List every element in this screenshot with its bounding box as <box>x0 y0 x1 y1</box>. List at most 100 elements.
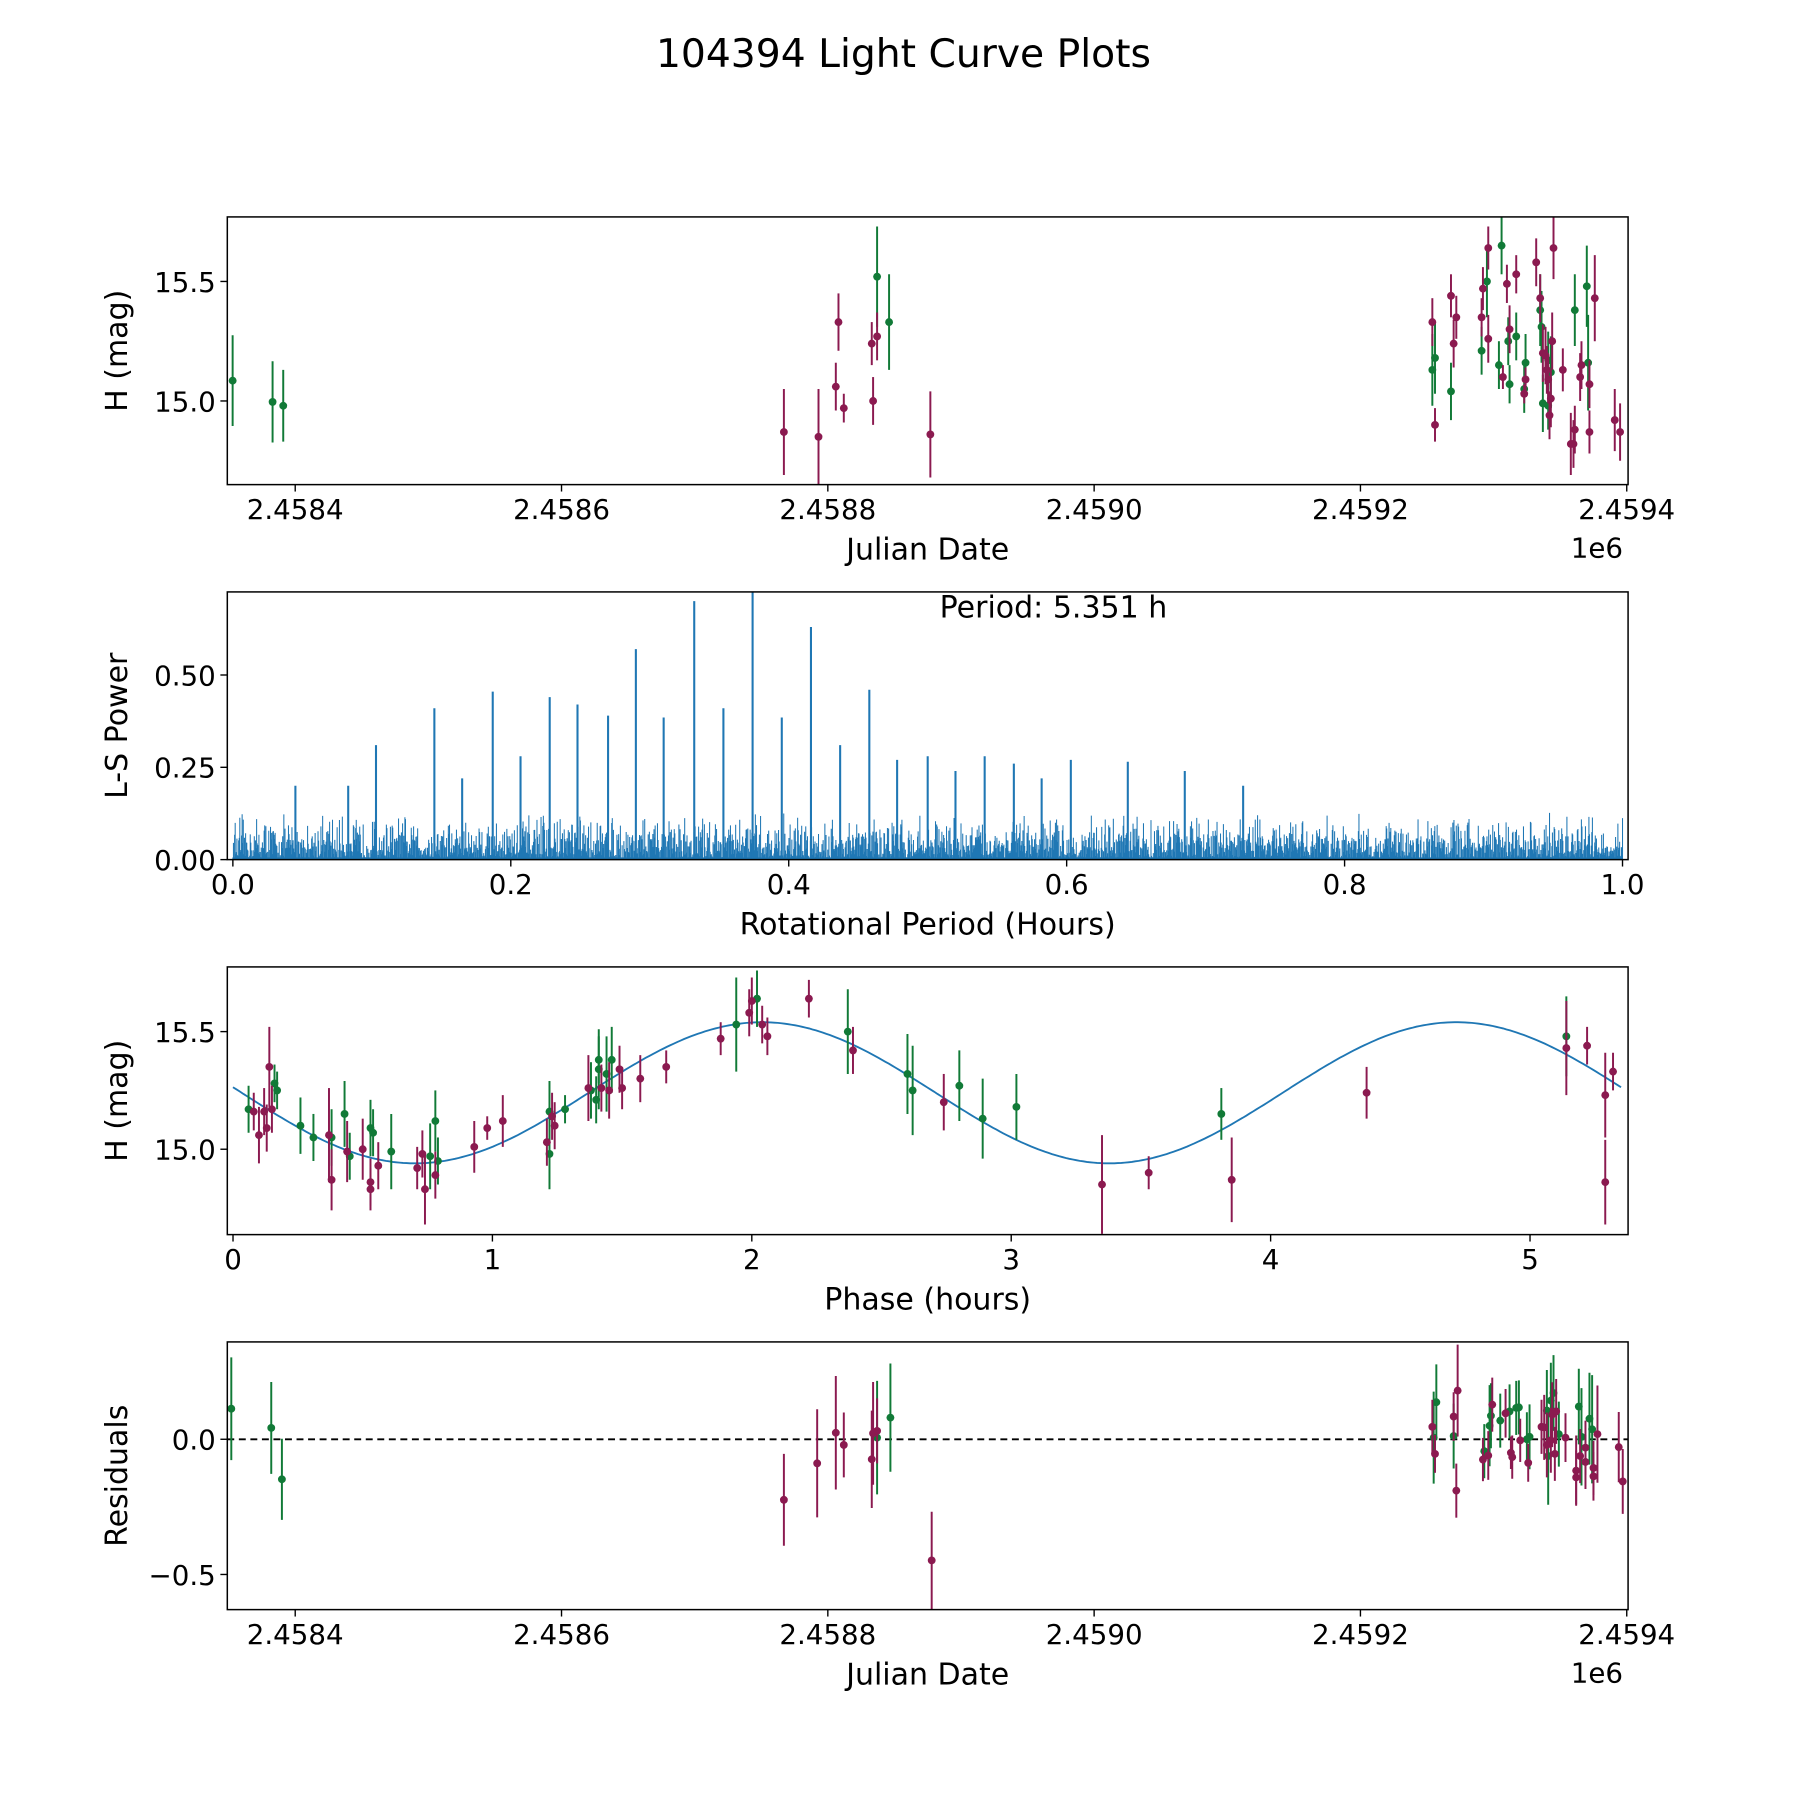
data-point-purple <box>1520 389 1529 398</box>
data-point-green <box>387 1147 396 1156</box>
data-point-purple <box>716 1034 725 1043</box>
data-point-green <box>1217 1110 1226 1118</box>
y-tick-label: 0.50 <box>154 659 216 692</box>
data-point-purple <box>1576 1452 1585 1460</box>
data-point-purple <box>839 404 848 413</box>
data-point-green <box>279 401 288 410</box>
data-point-purple <box>483 1124 492 1132</box>
data-point-purple <box>1452 1486 1461 1495</box>
data-point-purple <box>597 1084 606 1092</box>
data-point-green <box>1570 306 1579 315</box>
data-point-green <box>1477 346 1486 355</box>
periodogram-axes-frame <box>226 591 1629 861</box>
data-point-purple <box>1484 334 1493 343</box>
data-point-purple <box>1449 1412 1458 1421</box>
data-point-purple <box>1512 270 1521 279</box>
data-point-green <box>1432 1398 1441 1407</box>
data-point-green <box>1588 1425 1597 1434</box>
data-point-purple <box>1569 440 1578 448</box>
data-point-purple <box>834 318 843 327</box>
data-point-green <box>1431 354 1439 362</box>
data-point-purple <box>813 1459 822 1468</box>
data-point-purple <box>1479 284 1487 293</box>
data-point-purple <box>358 1145 367 1154</box>
data-point-purple <box>831 1428 840 1437</box>
data-point-green <box>594 1055 603 1064</box>
data-point-purple <box>1581 1458 1590 1466</box>
x-tick-label: 2.4594 <box>1578 1618 1675 1651</box>
data-point-purple <box>1449 339 1458 348</box>
data-point-purple <box>1577 361 1586 370</box>
data-point-purple <box>431 1171 440 1180</box>
data-point-purple <box>262 1124 271 1132</box>
data-point-purple <box>1428 1422 1437 1431</box>
residuals-axes-frame <box>226 1341 1629 1611</box>
x-tick-label: 0.2 <box>489 868 533 901</box>
x-tick-label: 3 <box>1002 1243 1020 1276</box>
data-point-purple <box>265 1062 274 1071</box>
data-point-purple <box>747 997 756 1005</box>
data-point-purple <box>1542 365 1551 374</box>
phased-xlabel: Phase (hours) <box>824 1283 1031 1318</box>
data-point-purple <box>325 1131 333 1140</box>
y-tick-label: 0.00 <box>154 844 216 877</box>
data-point-green <box>1537 322 1546 331</box>
data-point-purple <box>1609 1067 1617 1076</box>
data-point-purple <box>1532 258 1541 267</box>
x-tick-label: 2.4592 <box>1312 493 1409 526</box>
data-point-purple <box>1484 244 1493 252</box>
data-point-purple <box>343 1147 352 1156</box>
data-point-purple <box>758 1020 767 1029</box>
phased-axes-frame <box>226 966 1629 1236</box>
x-tick-label: 2.4592 <box>1312 1618 1409 1651</box>
x-tick-label: 2.4590 <box>1046 493 1143 526</box>
y-tick-label: 0.25 <box>154 752 216 785</box>
data-point-purple <box>550 1121 559 1130</box>
data-point-purple <box>366 1185 375 1194</box>
data-point-purple <box>413 1164 422 1172</box>
data-point-purple <box>926 430 935 439</box>
data-point-green <box>885 318 894 327</box>
data-point-green <box>1494 361 1503 370</box>
data-point-green <box>1497 241 1506 250</box>
residuals-plot-area <box>227 1344 1629 1610</box>
data-point-purple <box>1570 425 1579 434</box>
data-point-green <box>277 1475 286 1484</box>
data-point-purple <box>1546 1436 1555 1445</box>
data-point-green <box>1012 1102 1021 1111</box>
data-point-purple <box>939 1098 948 1107</box>
data-point-green <box>873 272 882 281</box>
lightcurve-plot-area <box>228 216 1625 485</box>
data-point-purple <box>1524 1458 1533 1467</box>
data-point-green <box>296 1121 305 1130</box>
data-point-purple <box>873 332 882 341</box>
x-tick-label: 1 <box>484 1243 502 1276</box>
data-point-purple <box>1585 380 1594 389</box>
data-point-purple <box>542 1138 551 1147</box>
phased-panel: Phase (hours) H (mag) 0 1 2 3 4 5 15.0 15.5 <box>100 966 1629 1318</box>
data-point-purple <box>1562 1044 1571 1053</box>
data-point-green <box>309 1133 318 1142</box>
data-point-green <box>1487 1411 1495 1420</box>
data-point-purple <box>1144 1168 1153 1177</box>
data-point-purple <box>1505 325 1514 334</box>
y-tick-label: 15.5 <box>154 1016 216 1049</box>
x-tick-label: 0.4 <box>767 868 811 901</box>
x-tick-label: 2.4590 <box>1046 1618 1143 1651</box>
data-point-purple <box>839 1441 848 1449</box>
data-point-purple <box>1516 1436 1525 1445</box>
data-point-purple <box>804 994 813 1003</box>
data-point-green <box>886 1413 895 1422</box>
data-point-purple <box>1227 1175 1236 1184</box>
data-point-purple <box>779 1495 788 1504</box>
data-point-purple <box>1601 1178 1610 1187</box>
data-point-purple <box>249 1107 258 1116</box>
x-tick-label: 2 <box>743 1243 761 1276</box>
data-point-green <box>607 1055 616 1064</box>
data-point-purple <box>1590 294 1599 303</box>
data-point-purple <box>1552 1407 1561 1416</box>
data-point-purple <box>1428 318 1437 327</box>
period-annotation: Period: 5.351 h <box>940 590 1168 625</box>
data-point-green <box>1512 332 1521 341</box>
data-point-green <box>1483 277 1491 286</box>
